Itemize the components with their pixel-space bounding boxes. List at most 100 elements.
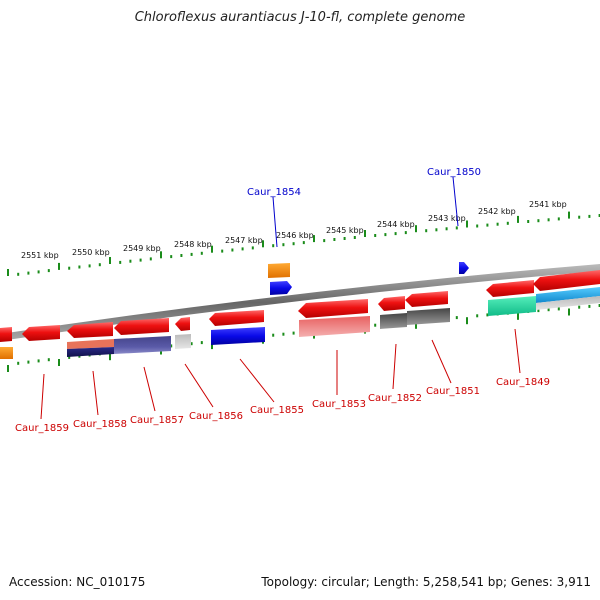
scale-tick-minor [200, 341, 203, 345]
leader-line [239, 358, 275, 403]
gene-label-caur-1851[interactable]: Caur_1851 [426, 386, 480, 397]
scale-tick-minor [588, 304, 591, 308]
gene-label-caur-1850[interactable]: Caur_1850 [427, 167, 481, 178]
scale-tick-minor [292, 331, 295, 335]
scale-tick-major [466, 317, 468, 325]
gene-arrow[interactable] [270, 281, 292, 295]
gene-label-caur-1855[interactable]: Caur_1855 [250, 405, 304, 416]
scale-tick-minor [27, 271, 30, 275]
gene-block[interactable] [114, 336, 171, 354]
leader-line [143, 366, 156, 412]
gene-arrow[interactable] [268, 263, 290, 278]
scale-tick-minor [476, 314, 479, 318]
scale-tick-minor [68, 355, 71, 359]
scale-tick-minor [333, 238, 336, 241]
scale-tick-major [517, 215, 519, 223]
gene-block[interactable] [380, 313, 407, 329]
leader-line [272, 196, 278, 248]
gene-label-caur-1853[interactable]: Caur_1853 [312, 399, 366, 410]
scale-tick-minor [37, 359, 40, 363]
scale-tick-minor [282, 243, 285, 247]
scale-tick-major [568, 308, 570, 316]
scale-tick-minor [170, 344, 173, 348]
gene-label-caur-1859[interactable]: Caur_1859 [15, 423, 69, 434]
scale-tick-minor [537, 219, 540, 223]
bottom-gene-labels: Caur_1859 Caur_1858 Caur_1857 Caur_1856 … [15, 377, 550, 434]
scale-tick-major [7, 269, 9, 276]
scale-tick-minor [445, 227, 448, 231]
scale-label: 2546 kbp [276, 231, 314, 240]
scale-label: 2545 kbp [326, 226, 364, 235]
accession-text: Accession: NC_010175 [9, 575, 146, 589]
genome-summary-text: Topology: circular; Length: 5,258,541 bp… [261, 575, 591, 589]
leader-line [514, 328, 521, 374]
scale-label: 2550 kbp [72, 248, 110, 257]
scale-tick-minor [272, 333, 275, 337]
scale-tick-minor [353, 236, 356, 239]
gene-arrow[interactable] [67, 322, 113, 338]
scale-tick-minor [476, 224, 479, 228]
scale-tick-minor [557, 217, 560, 221]
gene-arrow[interactable] [459, 262, 469, 274]
gene-label-caur-1849[interactable]: Caur_1849 [496, 377, 550, 388]
gene-arrow[interactable] [114, 318, 169, 335]
scale-tick-minor [17, 361, 20, 365]
gene-arrow[interactable] [0, 327, 12, 342]
gene-arrow[interactable] [378, 296, 405, 311]
gene-block[interactable] [407, 308, 450, 325]
scale-tick-minor [557, 307, 560, 311]
gene-block[interactable] [67, 347, 114, 357]
scale-tick-minor [578, 305, 581, 309]
reverse-strand-genes [0, 270, 600, 342]
gene-label-caur-1854[interactable]: Caur_1854 [247, 187, 301, 198]
gene-arrow[interactable] [175, 317, 190, 331]
scale-tick-minor [425, 229, 428, 233]
scale-tick-major [7, 365, 9, 372]
page-title: Chloroflexus aurantiacus J-10-fl, comple… [134, 10, 466, 25]
scale-tick-minor [343, 237, 346, 240]
scale-tick-minor [404, 231, 407, 235]
scale-tick-major [466, 220, 468, 228]
gene-arrow[interactable] [209, 310, 264, 326]
gene-block[interactable] [0, 347, 13, 359]
gene-block[interactable] [488, 296, 536, 316]
scale-tick-minor [323, 239, 326, 243]
gene-block[interactable] [536, 296, 600, 310]
gene-label-caur-1852[interactable]: Caur_1852 [368, 393, 422, 404]
gene-arrow[interactable] [22, 325, 60, 341]
gene-block[interactable] [67, 339, 114, 349]
scale-tick-minor [506, 221, 509, 225]
scale-tick-minor [170, 255, 173, 259]
scale-tick-minor [537, 309, 540, 313]
scale-tick-major [160, 251, 162, 259]
scale-tick-minor [598, 214, 600, 217]
scale-tick-minor [547, 218, 550, 222]
scale-tick-major [211, 245, 213, 253]
scale-tick-minor [374, 234, 377, 237]
gene-arrow[interactable] [405, 291, 448, 307]
scale-tick-minor [547, 308, 550, 312]
gene-label-caur-1857[interactable]: Caur_1857 [130, 415, 184, 426]
scale-tick-minor [17, 272, 20, 276]
gene-block[interactable] [299, 316, 370, 337]
scale-tick-minor [302, 241, 305, 245]
gene-label-caur-1856[interactable]: Caur_1856 [189, 411, 243, 422]
leader-line [184, 363, 214, 408]
scale-tick-major [568, 211, 570, 219]
gene-arrow[interactable] [298, 299, 368, 318]
gene-label-caur-1858[interactable]: Caur_1858 [73, 419, 127, 430]
gene-arrow[interactable] [533, 270, 600, 291]
gene-block[interactable] [536, 287, 600, 303]
scale-tick-minor [374, 323, 377, 327]
gene-block[interactable] [175, 334, 191, 349]
top-leader-lines [272, 176, 459, 248]
scale-tick-minor [180, 254, 183, 257]
gene-arrow[interactable] [486, 280, 534, 297]
scale-tick-major [415, 225, 417, 233]
scale-tick-major [58, 262, 60, 270]
scale-tick-minor [486, 313, 489, 317]
scale-tick-major [211, 342, 213, 350]
gene-block[interactable] [211, 327, 265, 345]
scale-tick-major [313, 235, 315, 243]
